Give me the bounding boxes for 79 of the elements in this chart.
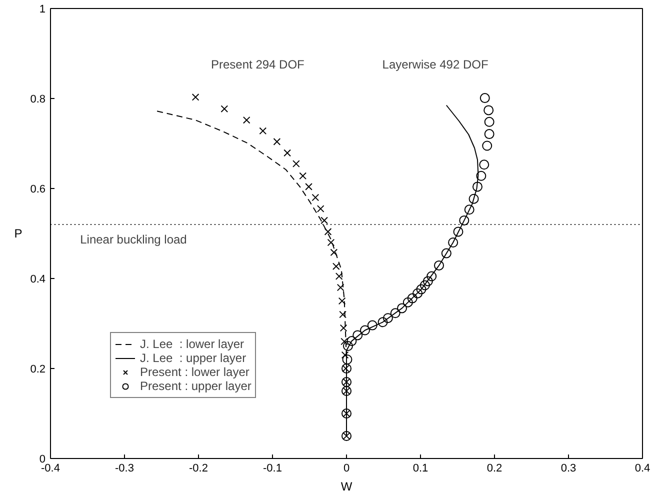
point xyxy=(484,116,494,127)
point xyxy=(342,341,353,351)
point xyxy=(346,336,357,346)
y-tick-label: 0.6 xyxy=(30,184,46,196)
point xyxy=(259,127,267,135)
point xyxy=(292,160,300,168)
x-tick-label: -0.4 xyxy=(41,462,60,474)
x-tick-label: -0.1 xyxy=(263,462,282,474)
point xyxy=(220,105,228,113)
point xyxy=(327,238,335,246)
point xyxy=(420,280,430,290)
legend-label: J. Lee : upper layer xyxy=(140,351,246,365)
point xyxy=(468,194,479,204)
ref-line-label: Linear buckling load xyxy=(80,232,187,246)
point xyxy=(484,129,494,140)
point xyxy=(341,351,349,359)
x-tick-label: 0.1 xyxy=(412,462,428,474)
point xyxy=(339,310,346,318)
x-tick-label: -0.3 xyxy=(115,462,134,474)
point xyxy=(390,308,400,318)
y-tick-label: 0.8 xyxy=(30,94,46,106)
point xyxy=(320,216,328,224)
point xyxy=(382,313,393,324)
point xyxy=(316,205,324,212)
x-tick-label: 0.3 xyxy=(560,462,576,474)
point xyxy=(476,170,486,181)
y-tick-label: 1 xyxy=(39,4,46,16)
point xyxy=(479,160,490,170)
point xyxy=(422,276,433,286)
point xyxy=(192,93,200,101)
point xyxy=(464,204,474,215)
point xyxy=(242,116,250,124)
point xyxy=(397,303,407,314)
legend-label: Present : lower layer xyxy=(140,365,250,379)
point xyxy=(324,228,332,236)
point xyxy=(407,293,418,304)
x-axis-title: W xyxy=(340,480,353,494)
point xyxy=(441,248,452,258)
point xyxy=(426,271,437,282)
point xyxy=(330,248,338,256)
y-axis-title: P xyxy=(14,226,22,240)
x-tick-label: -0.2 xyxy=(189,462,208,474)
point xyxy=(416,284,426,294)
point xyxy=(342,354,352,364)
point xyxy=(338,297,346,305)
point xyxy=(459,215,470,226)
point xyxy=(284,149,291,157)
point xyxy=(484,105,494,116)
point xyxy=(340,324,348,332)
point xyxy=(378,317,388,328)
point xyxy=(340,338,348,346)
point xyxy=(352,330,363,340)
point xyxy=(472,182,482,192)
legend-label: Present : upper layer xyxy=(140,379,252,393)
point xyxy=(453,226,464,237)
point xyxy=(434,260,444,270)
x-tick-label: 0.2 xyxy=(486,462,502,474)
point xyxy=(448,238,458,248)
y-tick-label: 0 xyxy=(39,454,46,466)
legend-label: J. Lee : lower layer xyxy=(140,337,244,351)
point xyxy=(273,138,281,146)
x-tick-label: 0 xyxy=(343,462,350,474)
point xyxy=(480,93,490,104)
point xyxy=(312,194,320,202)
point xyxy=(360,325,370,336)
point xyxy=(335,272,343,280)
point xyxy=(305,183,312,190)
x-tick-label: 0.4 xyxy=(634,462,650,474)
point xyxy=(367,320,378,330)
point xyxy=(332,262,340,270)
point xyxy=(482,140,492,151)
annotation: Present 294 DOF xyxy=(211,58,304,72)
point xyxy=(299,172,307,180)
y-tick-label: 0.4 xyxy=(30,274,46,286)
point xyxy=(412,288,423,298)
annotation: Layerwise 492 DOF xyxy=(382,58,488,72)
y-tick-label: 0.2 xyxy=(30,364,46,376)
point xyxy=(402,297,413,308)
point xyxy=(336,284,344,292)
